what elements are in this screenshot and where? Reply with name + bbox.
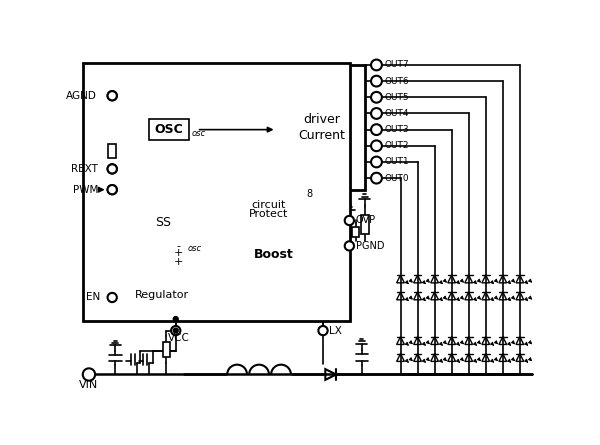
Text: OUT4: OUT4 (384, 109, 409, 118)
Circle shape (345, 216, 354, 225)
Text: 8: 8 (307, 189, 313, 199)
Circle shape (345, 241, 354, 251)
Circle shape (107, 91, 117, 101)
Text: OSC: OSC (154, 123, 183, 136)
Text: VIN: VIN (79, 380, 98, 390)
Circle shape (171, 326, 181, 335)
Text: Regulator: Regulator (135, 290, 189, 300)
Text: OUT2: OUT2 (384, 142, 409, 150)
Text: REXT: REXT (71, 164, 98, 174)
Text: OUT1: OUT1 (384, 158, 409, 166)
Circle shape (107, 91, 117, 101)
Bar (254, 306, 268, 314)
Text: PWM: PWM (73, 185, 98, 195)
Circle shape (371, 60, 382, 70)
Text: +: + (174, 248, 184, 258)
Text: OUT0: OUT0 (384, 174, 409, 182)
Text: SS: SS (155, 215, 172, 229)
Text: LX: LX (329, 326, 342, 336)
Bar (109, 144, 116, 158)
Circle shape (371, 108, 382, 119)
Circle shape (173, 328, 178, 333)
Circle shape (107, 164, 117, 174)
Text: osc: osc (187, 244, 202, 253)
Circle shape (107, 185, 117, 194)
Bar (278, 65, 365, 190)
Text: OUT5: OUT5 (384, 93, 409, 102)
Text: EN: EN (86, 292, 100, 303)
Text: osc: osc (191, 129, 205, 138)
Text: circuit: circuit (251, 200, 286, 210)
Bar (238, 194, 300, 225)
Bar (352, 227, 359, 237)
Text: -: - (177, 241, 181, 251)
Bar (163, 342, 170, 357)
Text: OUT7: OUT7 (384, 61, 409, 69)
Text: VCC: VCC (168, 333, 190, 343)
Circle shape (371, 76, 382, 86)
Text: Boost: Boost (254, 248, 293, 261)
Circle shape (371, 173, 382, 183)
Text: OVP: OVP (356, 215, 376, 226)
Bar (145, 210, 182, 235)
Circle shape (371, 157, 382, 167)
Text: AGND: AGND (66, 91, 97, 101)
Text: driver: driver (303, 113, 340, 126)
Bar (123, 200, 332, 319)
Text: Current: Current (298, 129, 345, 142)
Circle shape (173, 317, 178, 321)
Text: PGND: PGND (356, 241, 384, 251)
Circle shape (107, 185, 117, 194)
Bar (361, 215, 369, 234)
Circle shape (371, 92, 382, 103)
Bar (83, 63, 350, 320)
Bar (149, 119, 189, 141)
Text: OUT3: OUT3 (384, 125, 409, 134)
Bar (131, 283, 193, 307)
Bar (245, 235, 301, 275)
Circle shape (319, 326, 328, 335)
Circle shape (83, 368, 95, 380)
Circle shape (371, 141, 382, 151)
Text: OUT6: OUT6 (384, 77, 409, 85)
Circle shape (107, 164, 117, 174)
Text: Protect: Protect (249, 209, 289, 219)
Circle shape (371, 124, 382, 135)
Text: +: + (174, 257, 184, 267)
Circle shape (107, 293, 117, 302)
Polygon shape (174, 239, 208, 273)
